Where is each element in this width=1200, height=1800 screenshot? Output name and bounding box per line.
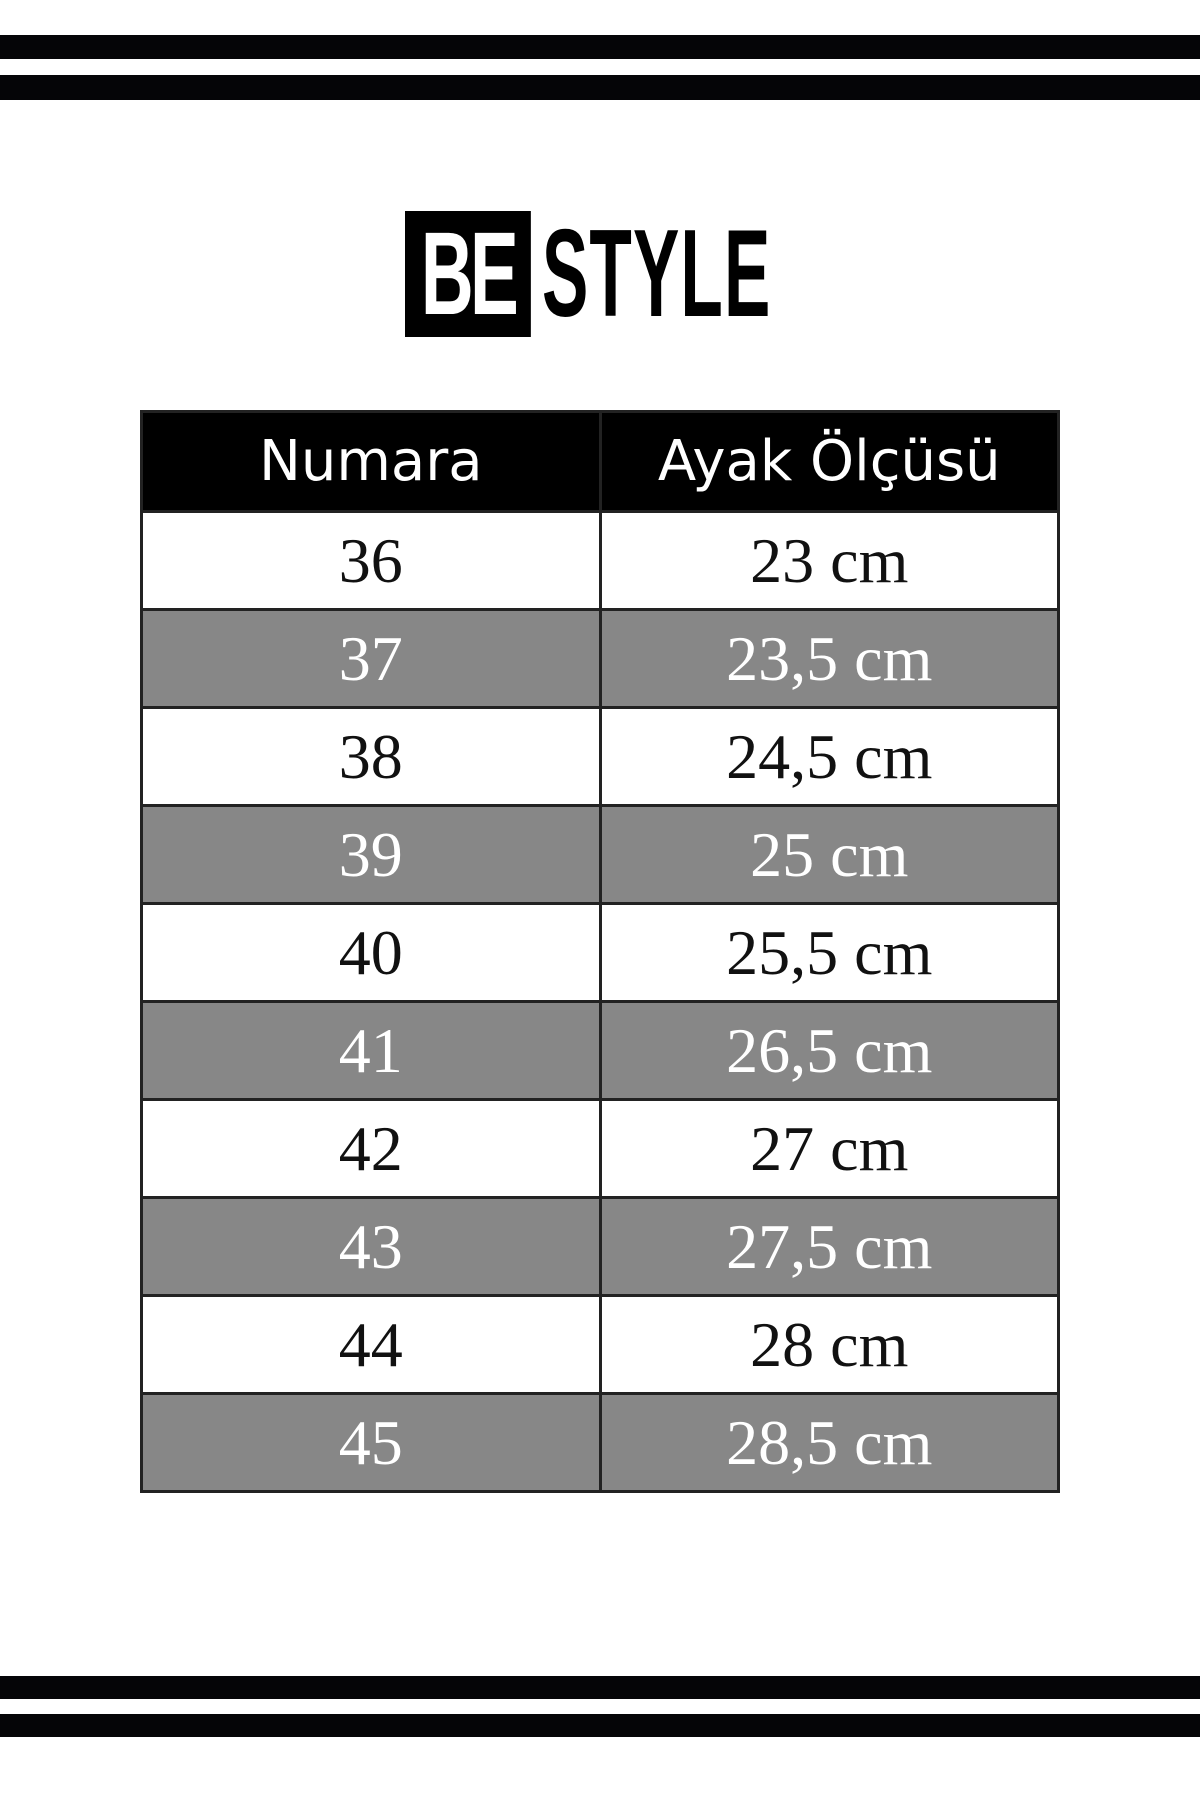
header-numara: Numara bbox=[140, 410, 602, 513]
size-number-cell: 36 bbox=[140, 510, 602, 611]
table-row: 44 28 cm bbox=[140, 1294, 1060, 1395]
logo-text: STYLE bbox=[542, 205, 772, 343]
foot-length-cell: 24,5 cm bbox=[598, 706, 1060, 807]
brand-logo: BE STYLE bbox=[405, 205, 770, 343]
size-number-cell: 45 bbox=[140, 1392, 602, 1493]
foot-length-cell: 27,5 cm bbox=[598, 1196, 1060, 1297]
table-row: 39 25 cm bbox=[140, 804, 1060, 905]
foot-length-cell: 23,5 cm bbox=[598, 608, 1060, 709]
size-number-cell: 43 bbox=[140, 1196, 602, 1297]
table-row: 42 27 cm bbox=[140, 1098, 1060, 1199]
table-row: 45 28,5 cm bbox=[140, 1392, 1060, 1493]
size-number-cell: 37 bbox=[140, 608, 602, 709]
foot-length-cell: 26,5 cm bbox=[598, 1000, 1060, 1101]
foot-length-cell: 27 cm bbox=[598, 1098, 1060, 1199]
top-stripe-2 bbox=[0, 75, 1200, 100]
table-row: 37 23,5 cm bbox=[140, 608, 1060, 709]
foot-length-cell: 28,5 cm bbox=[598, 1392, 1060, 1493]
top-stripe-1 bbox=[0, 35, 1200, 59]
table-row: 36 23 cm bbox=[140, 510, 1060, 611]
size-number-cell: 39 bbox=[140, 804, 602, 905]
table-row: 38 24,5 cm bbox=[140, 706, 1060, 807]
table-row: 40 25,5 cm bbox=[140, 902, 1060, 1003]
logo-boxed-text: BE bbox=[405, 208, 531, 340]
size-number-cell: 38 bbox=[140, 706, 602, 807]
bottom-stripe-1 bbox=[0, 1676, 1200, 1699]
table-row: 43 27,5 cm bbox=[140, 1196, 1060, 1297]
size-number-cell: 41 bbox=[140, 1000, 602, 1101]
foot-length-cell: 23 cm bbox=[598, 510, 1060, 611]
size-number-cell: 44 bbox=[140, 1294, 602, 1395]
foot-length-cell: 28 cm bbox=[598, 1294, 1060, 1395]
table-header-row: Numara Ayak Ölçüsü bbox=[140, 410, 1060, 513]
table-row: 41 26,5 cm bbox=[140, 1000, 1060, 1101]
size-chart-table: Numara Ayak Ölçüsü 36 23 cm 37 23,5 cm 38 24,… bbox=[140, 410, 1060, 1493]
header-ayak-olcusu: Ayak Ölçüsü bbox=[598, 410, 1060, 513]
foot-length-cell: 25,5 cm bbox=[598, 902, 1060, 1003]
bottom-stripe-2 bbox=[0, 1714, 1200, 1737]
size-number-cell: 40 bbox=[140, 902, 602, 1003]
size-number-cell: 42 bbox=[140, 1098, 602, 1199]
foot-length-cell: 25 cm bbox=[598, 804, 1060, 905]
